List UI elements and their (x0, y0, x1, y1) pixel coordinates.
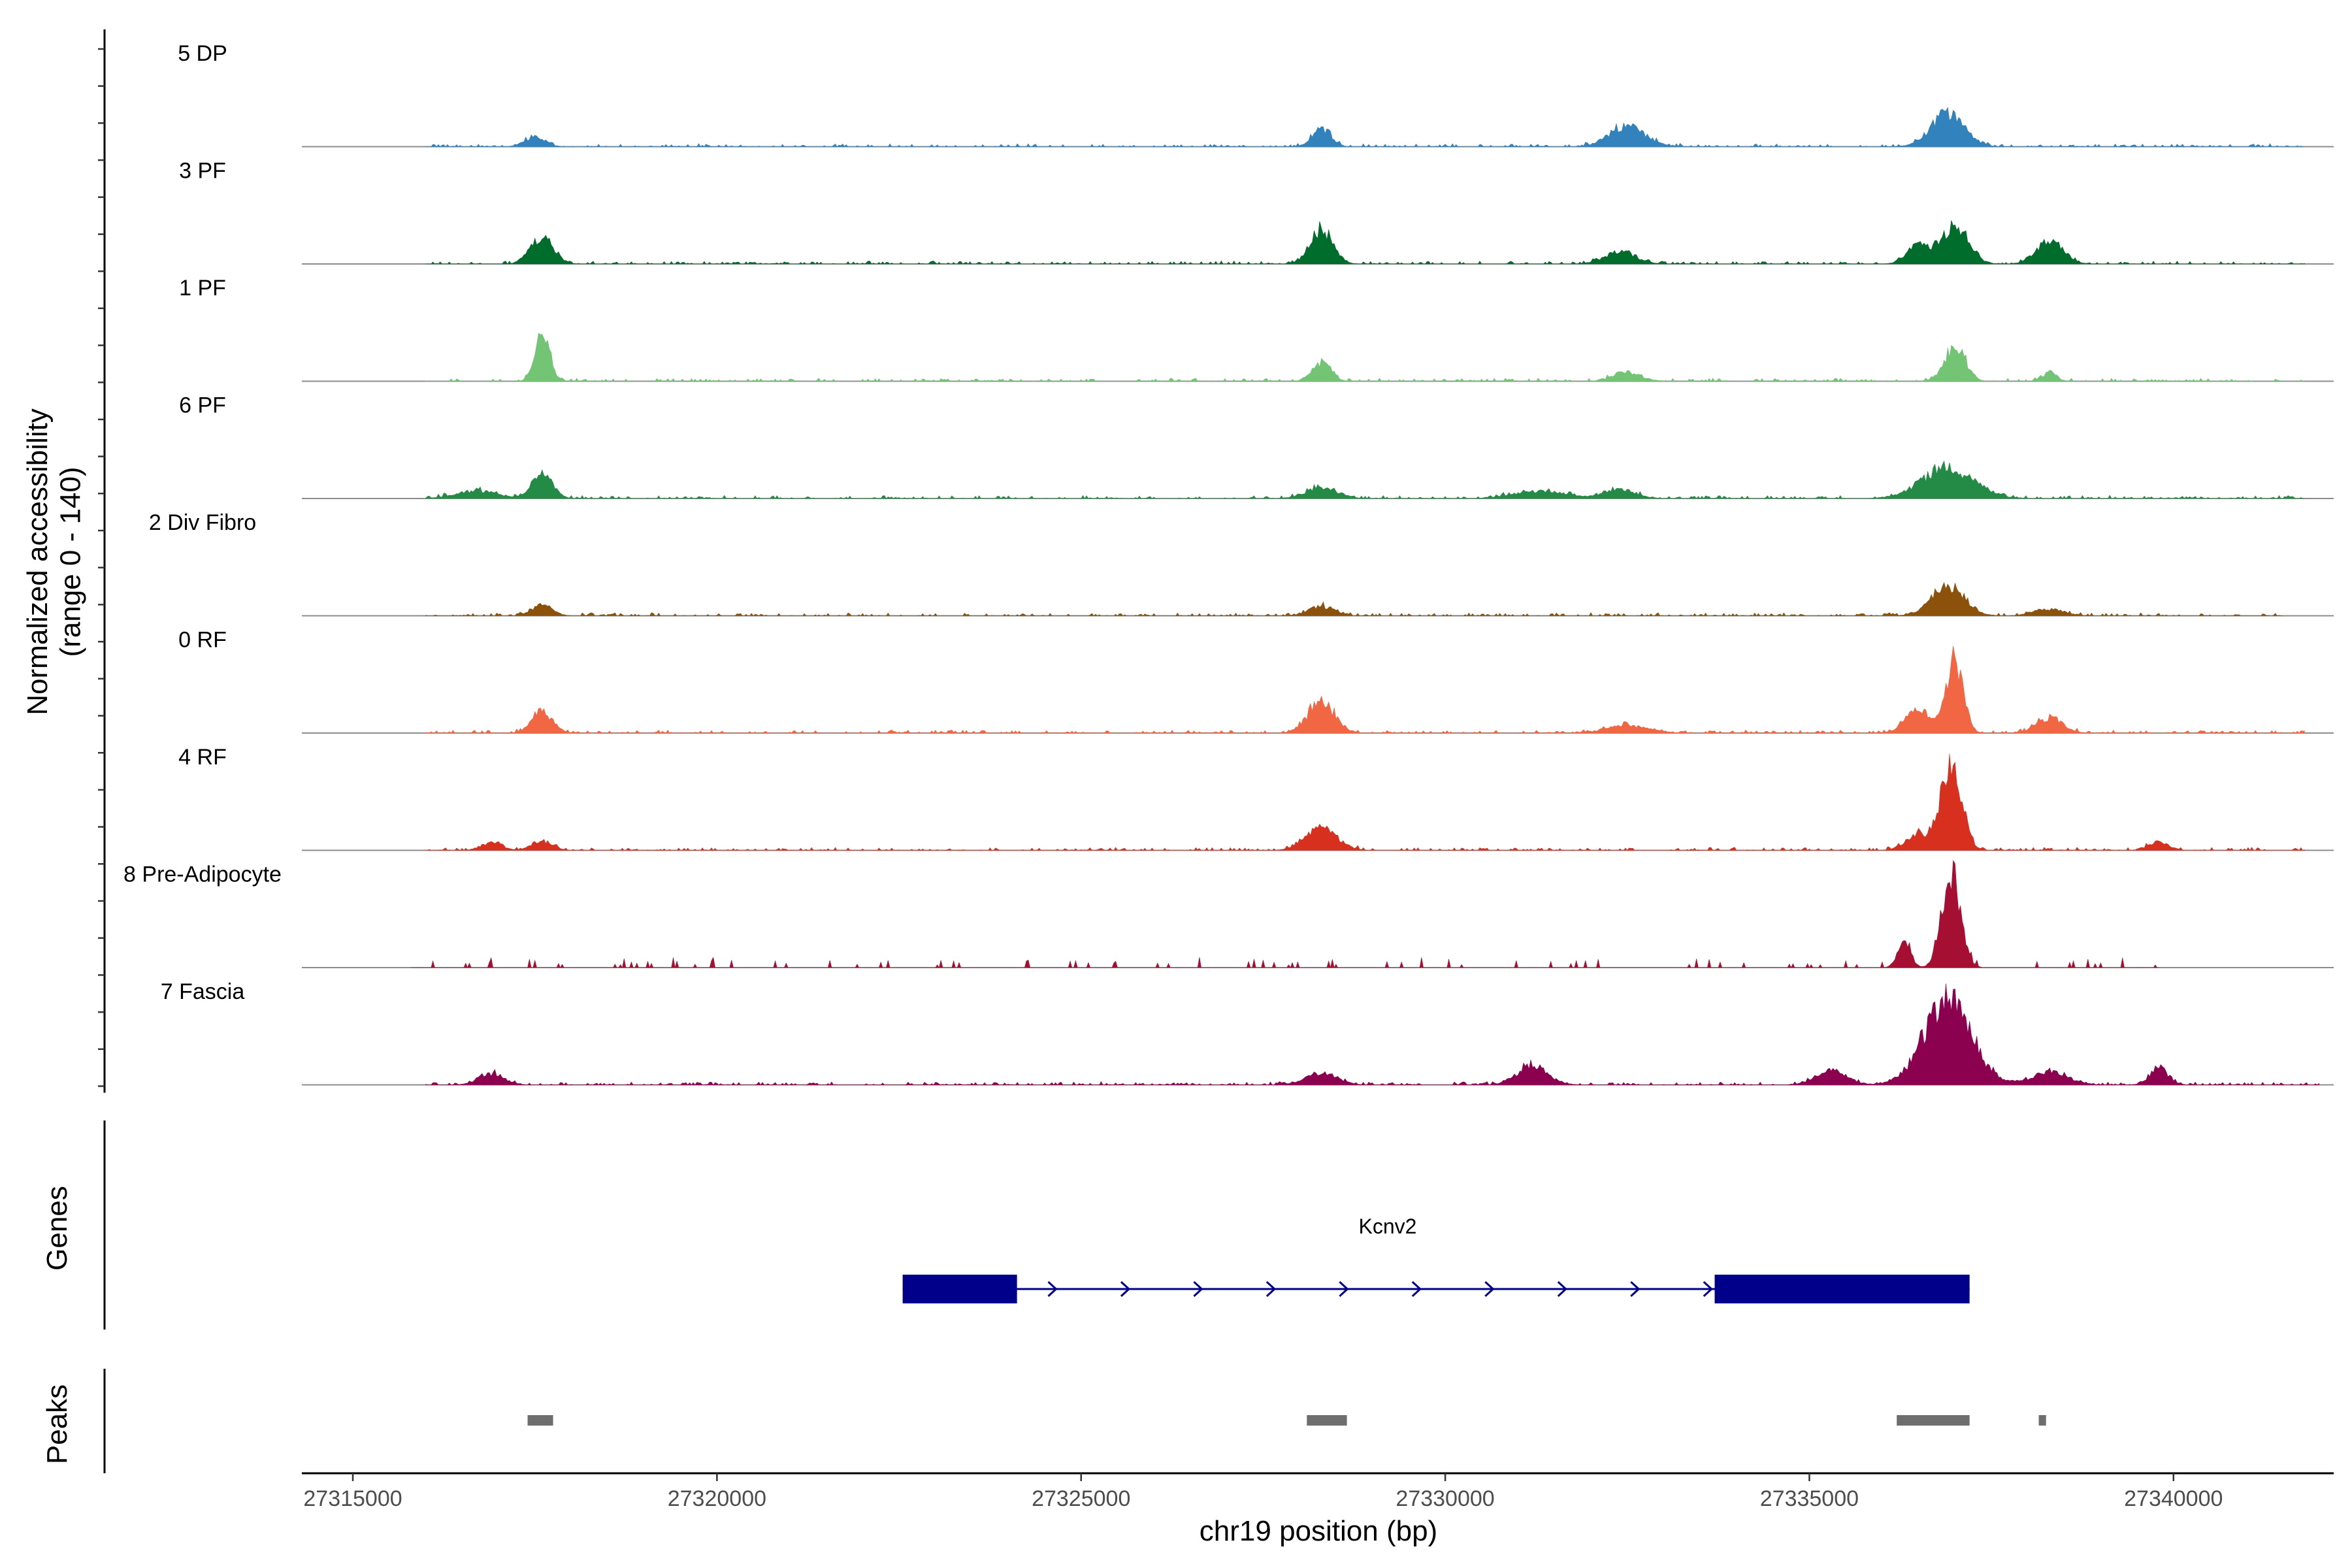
track-label: 5 DP (178, 41, 227, 66)
track-label: 2 Div Fibro (149, 510, 256, 535)
coverage-area (425, 645, 2305, 734)
track-0-rf: 0 RF (178, 628, 2334, 734)
track-8-pre-adipocyte: 8 Pre-Adipocyte (123, 860, 2334, 969)
track-label: 6 PF (179, 393, 226, 418)
coverage-area (411, 860, 2159, 969)
peak-interval (1307, 1415, 1347, 1426)
peaks-track-label: Peaks (41, 1384, 73, 1464)
y-axis-title: Normalized accessibility(range 0 - 140) (22, 408, 87, 715)
track-label: 0 RF (178, 628, 227, 653)
coverage-area (425, 220, 2305, 265)
strand-arrow (1411, 1281, 1422, 1298)
track-3-pf: 3 PF (179, 159, 2334, 265)
track-label: 8 Pre-Adipocyte (123, 862, 282, 887)
coverage-area (425, 106, 2305, 148)
strand-arrow (1339, 1281, 1349, 1298)
coverage-area (425, 460, 2305, 499)
x-tick-label: 27320000 (668, 1486, 766, 1511)
track-6-pf: 6 PF (179, 393, 2334, 499)
track-label: 3 PF (179, 159, 226, 184)
x-tick-label: 27340000 (2124, 1486, 2223, 1511)
genes-panel: Kcnv2 (103, 1120, 1970, 1330)
strand-arrow (1703, 1281, 1713, 1298)
track-7-fascia: 7 Fascia (161, 979, 2334, 1086)
coverage-area (425, 581, 2283, 617)
x-tick-label: 27330000 (1396, 1486, 1494, 1511)
x-tick-label: 27325000 (1032, 1486, 1130, 1511)
gene-exon (1714, 1275, 1970, 1303)
gene-exon (902, 1275, 1017, 1303)
peaks-panel (103, 1369, 2046, 1473)
x-tick-label: 27335000 (1760, 1486, 1859, 1511)
coverage-area (425, 333, 2305, 382)
track-label: 4 RF (178, 745, 227, 770)
track-2-div-fibro: 2 Div Fibro (149, 510, 2334, 617)
track-1-pf: 1 PF (179, 276, 2334, 382)
gene-name-label: Kcnv2 (1359, 1215, 1417, 1238)
genes-track-label: Genes (41, 1186, 73, 1271)
gene-kcnv2: Kcnv2 (902, 1215, 1970, 1303)
strand-arrow (1557, 1281, 1567, 1298)
x-tick-label: 27315000 (303, 1486, 402, 1511)
track-label: 1 PF (179, 276, 226, 301)
peak-interval (2038, 1415, 2046, 1426)
peak-interval (1897, 1415, 1970, 1426)
coverage-area (425, 753, 2305, 851)
strand-arrow (1193, 1281, 1203, 1298)
coverage-tracks: 5 DP 3 PF 1 PF 6 PF 2 Div Fibro 0 RF 4 RF 8 Pre… (123, 41, 2334, 1086)
track-4-rf: 4 RF (178, 745, 2334, 851)
coverage-area (425, 983, 2319, 1086)
x-axis: 27315000 27320000 27325000 27330000 27335000… (302, 1472, 2334, 1511)
strand-arrow (1266, 1281, 1277, 1298)
strand-arrow (1047, 1281, 1058, 1298)
coverage-y-axis (98, 29, 106, 1093)
strand-arrow (1120, 1281, 1131, 1298)
peak-interval (527, 1415, 553, 1426)
track-5-dp: 5 DP (178, 41, 2334, 148)
strand-arrow (1630, 1281, 1641, 1298)
strand-arrow (1484, 1281, 1495, 1298)
track-label: 7 Fascia (161, 979, 245, 1004)
x-axis-title: chr19 position (bp) (1200, 1515, 1437, 1547)
